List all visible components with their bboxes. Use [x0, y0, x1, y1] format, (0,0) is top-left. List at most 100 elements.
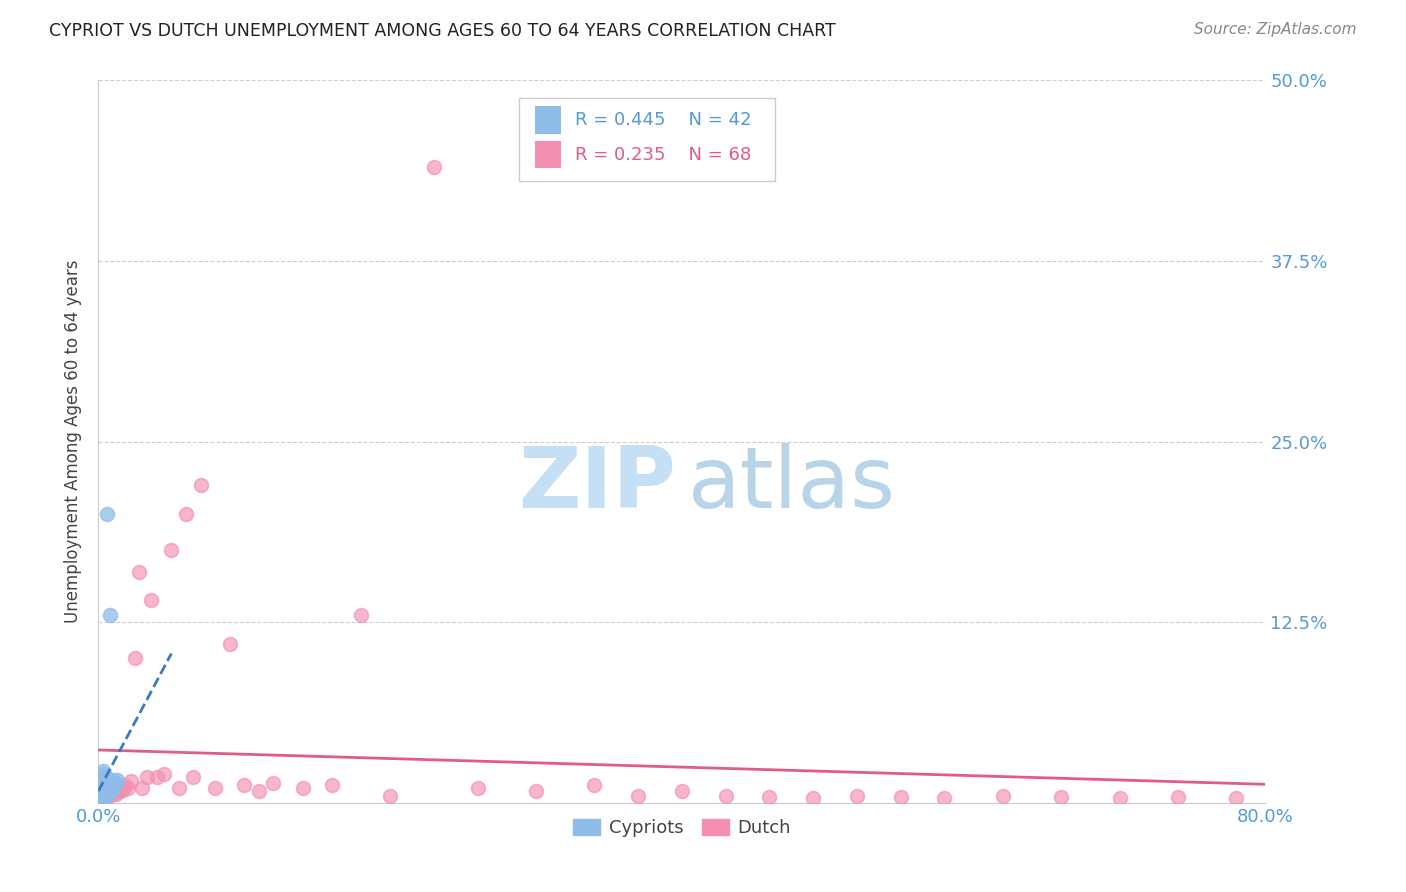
Point	[583, 779, 606, 793]
Text: R = 0.235    N = 68: R = 0.235 N = 68	[575, 145, 751, 164]
Point	[96, 781, 118, 796]
Point	[890, 790, 912, 805]
Point	[103, 779, 125, 793]
Point	[97, 786, 120, 800]
FancyBboxPatch shape	[534, 141, 561, 169]
Point	[90, 789, 112, 803]
Text: R = 0.445    N = 42: R = 0.445 N = 42	[575, 111, 751, 129]
Text: atlas: atlas	[688, 443, 896, 526]
Point	[98, 787, 121, 801]
Point	[89, 789, 111, 803]
Point	[174, 507, 197, 521]
FancyBboxPatch shape	[534, 106, 561, 134]
Point	[104, 787, 127, 801]
Point	[524, 784, 547, 798]
Point	[91, 764, 114, 778]
Point	[91, 784, 114, 798]
Point	[97, 789, 120, 803]
Point	[96, 507, 118, 521]
Point	[97, 774, 120, 789]
Point	[100, 782, 122, 797]
Point	[89, 781, 111, 796]
Point	[218, 637, 240, 651]
Point	[90, 786, 112, 800]
Point	[90, 782, 112, 797]
Point	[91, 779, 114, 793]
Point	[128, 565, 150, 579]
Point	[96, 789, 118, 803]
Point	[93, 777, 115, 791]
Point	[94, 770, 117, 784]
Point	[167, 781, 190, 796]
Point	[139, 593, 162, 607]
Point	[758, 790, 780, 805]
Point	[247, 784, 270, 798]
Point	[110, 784, 132, 798]
Text: CYPRIOT VS DUTCH UNEMPLOYMENT AMONG AGES 60 TO 64 YEARS CORRELATION CHART: CYPRIOT VS DUTCH UNEMPLOYMENT AMONG AGES…	[49, 22, 837, 40]
Point	[96, 782, 118, 797]
Point	[94, 784, 117, 798]
Point	[233, 779, 256, 793]
Point	[96, 787, 118, 801]
Point	[98, 784, 121, 798]
Point	[94, 789, 117, 803]
Point	[98, 781, 121, 796]
Point	[1167, 790, 1189, 805]
Point	[91, 770, 114, 784]
Point	[204, 781, 226, 796]
Legend: Cypriots, Dutch: Cypriots, Dutch	[562, 808, 801, 848]
Point	[135, 770, 157, 784]
Point	[101, 772, 124, 787]
Point	[350, 607, 373, 622]
Point	[101, 781, 124, 796]
Point	[100, 780, 122, 794]
Point	[103, 784, 125, 798]
Point	[91, 781, 114, 796]
Point	[96, 777, 118, 791]
Point	[467, 781, 489, 796]
Point	[89, 787, 111, 801]
Point	[98, 607, 121, 622]
Point	[89, 784, 111, 798]
Y-axis label: Unemployment Among Ages 60 to 64 years: Unemployment Among Ages 60 to 64 years	[63, 260, 82, 624]
Point	[91, 791, 114, 805]
Point	[111, 781, 134, 796]
Point	[93, 790, 115, 805]
Point	[90, 784, 112, 798]
Point	[1050, 790, 1073, 805]
Point	[321, 779, 343, 793]
Point	[93, 781, 115, 796]
Point	[262, 775, 284, 789]
Point	[108, 781, 131, 796]
Text: Source: ZipAtlas.com: Source: ZipAtlas.com	[1194, 22, 1357, 37]
Point	[112, 782, 135, 797]
Point	[714, 789, 737, 803]
Point	[97, 781, 120, 796]
Point	[97, 779, 120, 793]
Point	[93, 767, 115, 781]
FancyBboxPatch shape	[519, 98, 775, 181]
Point	[291, 781, 314, 796]
Point	[1108, 791, 1130, 805]
Point	[146, 770, 169, 784]
Point	[190, 478, 212, 492]
Point	[101, 786, 124, 800]
Point	[101, 779, 124, 793]
Point	[91, 787, 114, 801]
Point	[104, 779, 127, 793]
Point	[627, 789, 650, 803]
Point	[160, 542, 183, 557]
Point	[120, 774, 142, 789]
Point	[90, 774, 112, 789]
Text: ZIP: ZIP	[519, 443, 676, 526]
Point	[93, 779, 115, 793]
Point	[671, 784, 693, 798]
Point	[91, 790, 114, 805]
Point	[94, 784, 117, 798]
Point	[93, 789, 115, 803]
Point	[1225, 791, 1247, 805]
Point	[801, 791, 824, 805]
Point	[105, 784, 128, 798]
Point	[124, 651, 146, 665]
Point	[117, 781, 139, 796]
